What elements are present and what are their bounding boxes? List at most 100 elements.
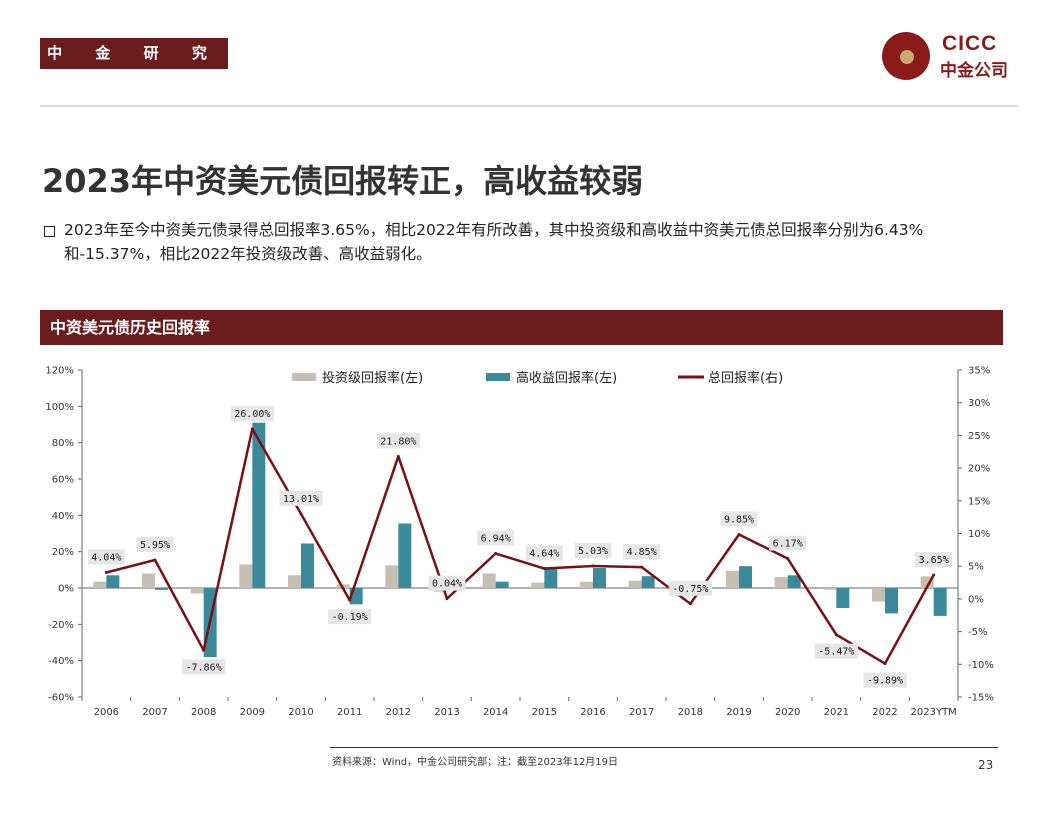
x-tick-label: 2020	[775, 707, 800, 718]
data-label: 3.65%	[919, 555, 949, 566]
data-label-box	[863, 672, 907, 688]
right-tick-label: -10%	[968, 660, 994, 671]
cicc-logo: CICC 中金公司	[880, 30, 1020, 82]
right-tick-label: -5%	[968, 627, 987, 638]
data-label: 6.17%	[773, 539, 803, 550]
total-return-point	[834, 633, 838, 637]
data-label: 26.00%	[234, 409, 270, 420]
x-tick-label: 2008	[191, 707, 216, 718]
left-tick-label: 40%	[52, 511, 74, 522]
bar-high-yield	[593, 568, 606, 588]
left-tick-label: 120%	[45, 366, 74, 377]
bar-investment-grade	[726, 570, 739, 588]
data-label: -5.47%	[818, 647, 854, 658]
total-return-point	[542, 567, 546, 571]
data-label-box	[525, 545, 563, 561]
page-title: 2023年中资美元债回报转正，高收益较弱	[42, 162, 644, 200]
x-tick-label: 2007	[142, 707, 167, 718]
source-note: 资料来源：Wind，中金公司研究部；注：截至2023年12月19日	[332, 757, 619, 768]
bar-high-yield	[836, 588, 850, 608]
x-tick-label: 2019	[726, 707, 751, 718]
x-tick-label: 2021	[824, 707, 849, 718]
data-label: 0.04%	[432, 579, 462, 590]
legend-total-return-label: 总回报率(右)	[708, 370, 783, 386]
x-tick-label: 2009	[240, 707, 265, 718]
bar-investment-grade	[142, 573, 155, 588]
data-label: 6.94%	[481, 534, 511, 545]
data-label: 21.80%	[380, 436, 416, 447]
bar-high-yield	[495, 581, 509, 588]
data-label-box	[720, 511, 758, 527]
x-tick-label: 2014	[483, 707, 508, 718]
bar-high-yield	[885, 588, 898, 614]
bar-high-yield	[106, 575, 120, 588]
chart-title-bar: 中资美元债历史回报率	[40, 310, 1003, 345]
total-return-point	[396, 454, 400, 458]
left-tick-label: -40%	[48, 656, 74, 667]
right-tick-label: 15%	[968, 496, 990, 507]
legend-high-yield-label: 高收益回报率(左)	[516, 370, 617, 386]
right-tick-label: 30%	[968, 398, 990, 409]
total-return-point	[494, 552, 498, 556]
source-divider	[330, 747, 998, 748]
x-tick-label: 2006	[94, 707, 119, 718]
total-return-point	[348, 598, 352, 602]
data-label: -0.75%	[672, 584, 708, 595]
left-tick-label: 20%	[52, 547, 74, 558]
bar-investment-grade	[190, 588, 204, 594]
x-tick-label: 2018	[678, 707, 703, 718]
x-tick-label: 2022	[872, 707, 897, 718]
summary-bullet: 2023年至今中资美元债录得总回报率3.65%，相比2022年有所改善，其中投资…	[64, 221, 924, 263]
bar-high-yield	[155, 588, 168, 590]
data-label-box	[136, 536, 174, 552]
x-tick-label: 2023YTM	[911, 707, 957, 718]
data-label-box	[574, 543, 612, 559]
bar-investment-grade	[385, 565, 399, 588]
page-number: 23	[978, 758, 994, 772]
legend-investment-grade-label: 投资级回报率(左)	[322, 370, 423, 386]
bar-investment-grade	[628, 580, 642, 588]
left-tick-label: -60%	[48, 693, 74, 704]
data-label-box	[279, 490, 323, 506]
left-tick-label: -20%	[48, 620, 74, 631]
x-tick-label: 2017	[629, 707, 654, 718]
right-tick-label: 35%	[968, 366, 990, 377]
data-label: -7.86%	[186, 662, 222, 673]
total-return-point	[688, 602, 692, 606]
data-label-box	[814, 643, 858, 659]
bar-high-yield	[301, 543, 314, 588]
bar-high-yield	[787, 575, 801, 588]
left-tick-label: 80%	[52, 438, 74, 449]
x-tick-label: 2013	[434, 707, 459, 718]
data-label: 5.95%	[140, 540, 170, 551]
right-tick-label: 5%	[968, 562, 984, 573]
total-return-point	[250, 427, 254, 431]
total-return-point	[153, 558, 157, 562]
bar-high-yield	[252, 422, 266, 588]
bar-investment-grade	[288, 575, 301, 588]
legend-investment-grade-swatch	[292, 373, 316, 381]
total-return-point	[591, 564, 595, 568]
returns-chart: 120% 100% 80% 60% 40% 20% 0% -20% -40% -60% 35% 30%…	[45, 366, 994, 719]
data-label-box	[477, 530, 515, 546]
left-tick-label: 60%	[52, 475, 74, 486]
legend-high-yield-swatch	[486, 373, 510, 381]
bar-investment-grade	[872, 588, 885, 602]
data-label: 13.01%	[283, 494, 319, 505]
bar-investment-grade	[774, 577, 788, 588]
bar-investment-grade	[580, 581, 593, 588]
right-tick-label: 20%	[968, 464, 990, 475]
data-label: 4.85%	[627, 547, 657, 558]
total-return-point	[445, 597, 449, 601]
bar-high-yield	[933, 588, 947, 616]
right-tick-label: -15%	[968, 693, 994, 704]
x-tick-label: 2016	[580, 707, 605, 718]
data-label-box	[87, 549, 125, 565]
data-label-box	[623, 544, 661, 560]
data-label-box	[328, 609, 372, 625]
data-label-box	[428, 575, 466, 591]
cicc-logo-mark-icon	[882, 32, 930, 80]
total-return-point	[737, 532, 741, 536]
data-label: 4.64%	[529, 549, 559, 560]
data-label-box	[668, 580, 712, 596]
